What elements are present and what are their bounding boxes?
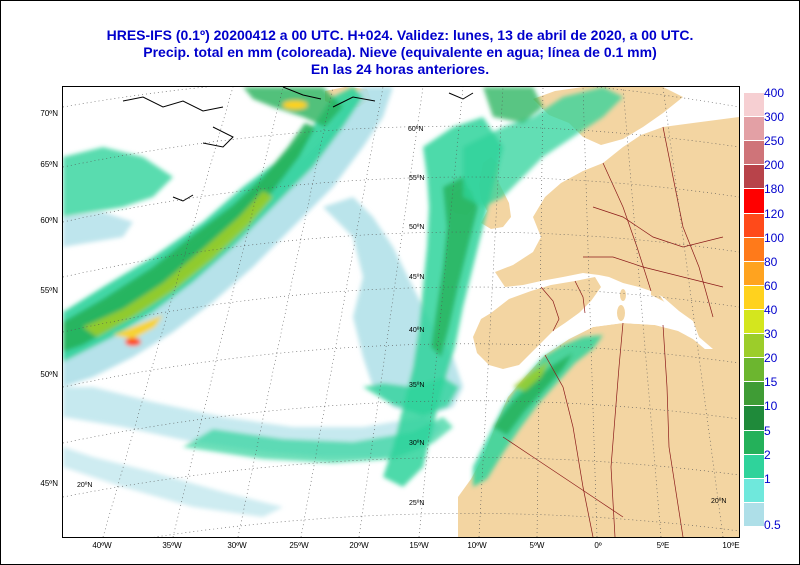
precip-lower-band — [63, 447, 283, 517]
legend-label-5: 120 — [764, 206, 785, 221]
lat-label-70: 70ºN — [40, 109, 58, 118]
precip-morocco-3 — [513, 361, 549, 391]
legend-label-3: 200 — [764, 158, 785, 173]
inner-lat-45: 45ºN — [409, 274, 424, 281]
snow-outline-layer — [122, 87, 474, 202]
legend-label-13: 10 — [764, 399, 778, 414]
lat-label-50: 50ºN — [40, 370, 58, 379]
inner-lat-20-right: 20ºN — [711, 498, 726, 505]
legend-swatch-16 — [744, 478, 764, 503]
legend-label-7: 80 — [764, 254, 778, 269]
inner-lat-35: 35ºN — [409, 382, 424, 389]
lon-label-10e: 10ºE — [722, 541, 740, 550]
precip-band-west-3 — [63, 123, 315, 352]
land-iberia — [473, 277, 601, 369]
legend-label-2: 250 — [764, 134, 785, 149]
legend-swatch-2 — [744, 141, 764, 166]
legend-swatch-4 — [744, 189, 764, 214]
lat-label-45: 45ºN — [40, 479, 58, 488]
precip-top-yellow — [283, 101, 307, 109]
land-europe — [495, 117, 739, 349]
legend-label-0: 400 — [764, 86, 785, 100]
graticule — [63, 87, 739, 537]
map-canvas: 60ºN 55ºN 50ºN 45ºN 40ºN 35ºN 30ºN 25ºN … — [63, 87, 739, 537]
land-sicily — [655, 345, 671, 353]
legend-swatch-7 — [744, 261, 764, 286]
legend-label-10: 30 — [764, 327, 778, 342]
legend-swatch-11 — [744, 358, 764, 383]
legend-label-1: 300 — [764, 110, 785, 125]
lon-label-5e: 5ºE — [656, 541, 670, 550]
precip-upper-left-2 — [63, 212, 133, 247]
precip-nw-europe — [463, 87, 623, 207]
legend-label-12: 15 — [764, 375, 778, 390]
inner-lat-60: 60ºN — [408, 126, 423, 133]
lon-label-5w: 5ºW — [529, 541, 545, 550]
inner-lat-25: 25ºN — [409, 500, 424, 507]
lon-label-30w: 30ºW — [227, 541, 247, 550]
land-corsica — [620, 289, 626, 301]
precip-core-red — [125, 338, 141, 346]
borders-layer — [502, 126, 724, 537]
legend-swatch-12 — [744, 382, 764, 407]
land-sardinia — [617, 305, 625, 321]
inner-lat-20-left: 20ºN — [77, 482, 92, 489]
precipitation-map: 60ºN 55ºN 50ºN 45ºN 40ºN 35ºN 30ºN 25ºN … — [62, 86, 740, 538]
precip-layer — [63, 87, 623, 517]
legend-swatch-15 — [744, 454, 764, 479]
precip-core-west — [113, 315, 163, 339]
precip-band-west-4 — [83, 191, 273, 337]
legend-swatch-10 — [744, 334, 764, 359]
lon-label-10w: 10ºW — [467, 541, 487, 550]
lon-label-15w: 15ºW — [409, 541, 429, 550]
inner-lat-55: 55ºN — [409, 175, 424, 182]
legend-label-9: 40 — [764, 303, 778, 317]
lon-label-35w: 35ºW — [162, 541, 182, 550]
legend-swatch-1 — [744, 117, 764, 142]
lon-label-0: 0º — [594, 541, 602, 550]
precip-morocco-2 — [493, 353, 573, 435]
inner-lat-labels: 60ºN 55ºN 50ºN 45ºN 40ºN 35ºN 30ºN 25ºN … — [77, 126, 726, 507]
legend-swatch-6 — [744, 237, 764, 262]
legend-label-11: 20 — [764, 351, 778, 366]
precip-scandinavia — [483, 87, 543, 123]
legend-label-15: 2 — [764, 447, 771, 462]
precip-upper-left — [63, 147, 173, 217]
title-line-1: HRES-IFS (0.1º) 20200412 a 00 UTC. H+024… — [106, 27, 694, 43]
lat-label-60: 60ºN — [40, 216, 58, 225]
lat-label-55: 55ºN — [40, 286, 58, 295]
figure-title: HRES-IFS (0.1º) 20200412 a 00 UTC. H+024… — [0, 27, 800, 78]
precip-lower-swirl-2 — [183, 417, 453, 463]
lon-label-20w: 20ºW — [349, 541, 369, 550]
legend-swatch-14 — [744, 430, 764, 455]
legend-label-6: 100 — [764, 230, 785, 245]
legend-label-4: 180 — [764, 182, 785, 197]
lat-label-65: 65ºN — [40, 160, 58, 169]
legend-swatch-13 — [744, 406, 764, 431]
legend-label-14: 5 — [764, 423, 771, 438]
inner-lat-30: 30ºN — [409, 440, 424, 447]
legend-swatch-5 — [744, 213, 764, 238]
inner-lat-40: 40ºN — [409, 327, 424, 334]
legend-swatch-8 — [744, 285, 764, 310]
sea-mediterranean — [545, 291, 705, 355]
legend-swatch-0 — [744, 93, 764, 118]
precip-lower-swirl — [63, 387, 443, 457]
precip-morocco — [473, 335, 603, 487]
legend-swatch-3 — [744, 165, 764, 190]
precip-legend — [744, 93, 764, 527]
lon-label-25w: 25ºW — [289, 541, 309, 550]
legend-label-17: 0.5 — [764, 518, 781, 532]
legend-swatch-17 — [744, 502, 764, 527]
legend-label-8: 60 — [764, 278, 778, 293]
lon-label-40w: 40ºW — [92, 541, 112, 550]
title-line-2: Precip. total en mm (coloreada). Nieve (… — [143, 44, 657, 60]
title-line-3: En las 24 horas anteriores. — [310, 61, 490, 77]
inner-lat-50: 50ºN — [409, 224, 424, 231]
precip-atlantic-front-2 — [431, 177, 478, 357]
legend-swatch-9 — [744, 309, 764, 335]
legend-label-16: 1 — [764, 471, 771, 486]
